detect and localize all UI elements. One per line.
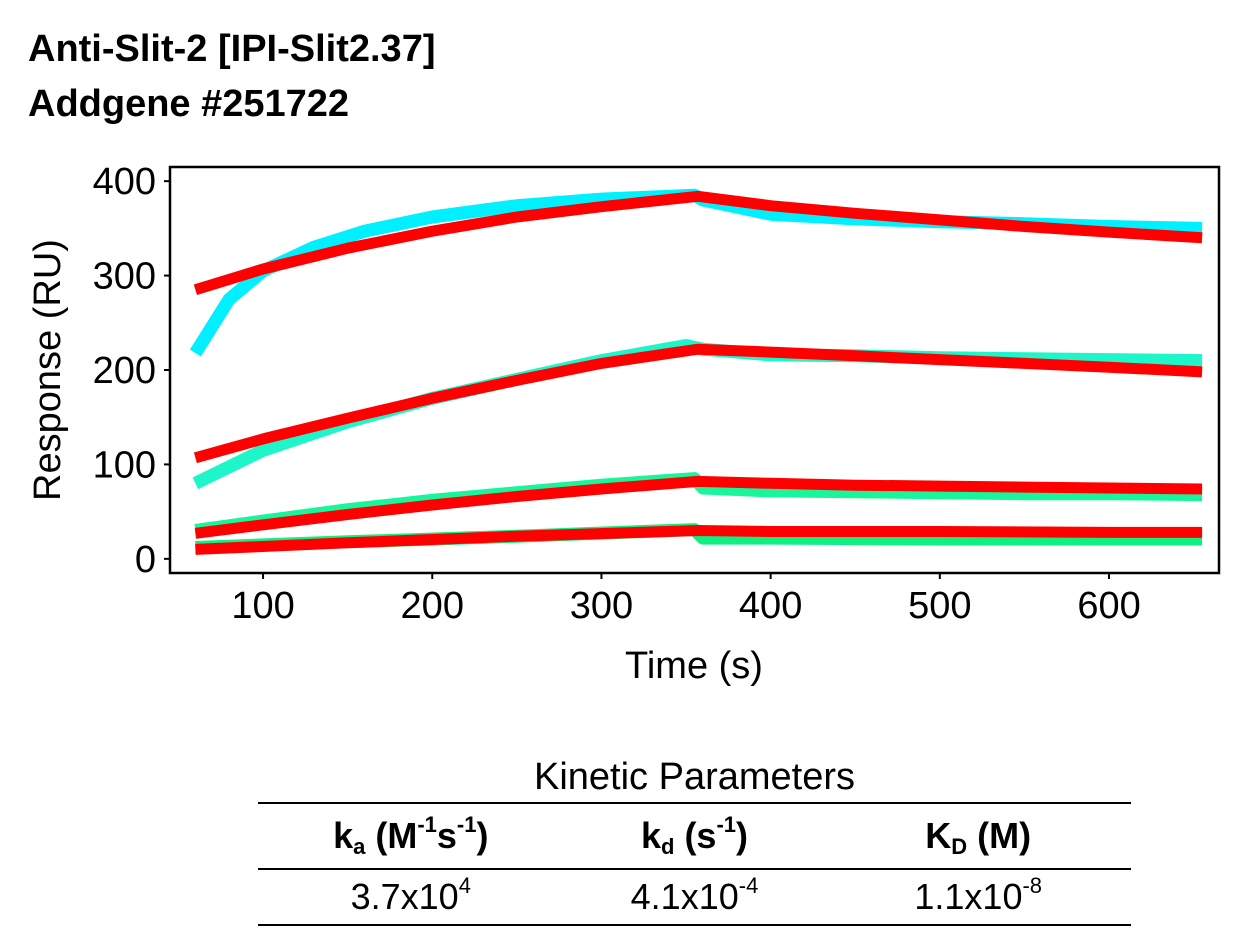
header-subscript: d (660, 834, 675, 859)
series-fit-2 (193, 343, 1203, 464)
header-unit: s (436, 815, 457, 856)
header-superscript: -1 (456, 812, 477, 837)
header-unit: (M (365, 815, 418, 856)
x-axis-ticks: 100 200 300 400 500 600 (231, 573, 1141, 627)
x-axis-label: Time (s) (625, 645, 763, 687)
chart-title-addgene-id: Addgene #251722 (28, 83, 350, 125)
value-exponent: -8 (1022, 873, 1043, 898)
x-tick-label: 300 (570, 585, 633, 627)
value-exponent: 4 (458, 873, 471, 898)
x-tick-label: 200 (401, 585, 464, 627)
header-unit: (M) (967, 815, 1032, 856)
value-ka: 3.7x104 (258, 869, 564, 926)
value-mantissa: 1.1x10 (914, 876, 1023, 917)
y-tick-label: 0 (135, 539, 156, 581)
header-symbol: k (640, 815, 661, 856)
sensorgram-chart: 100 200 300 400 500 600 0 100 200 300 400 Time (s… (27, 161, 1221, 687)
series-fit-4 (195, 525, 1203, 555)
x-tick-label: 400 (739, 585, 802, 627)
header-symbol: k (333, 815, 354, 856)
x-tick-label: 600 (1077, 585, 1140, 627)
y-tick-label: 400 (93, 161, 156, 203)
series-fit-3 (194, 475, 1203, 539)
kinetic-header-row: ka (M-1s-1) kd (s-1) KD (M) (258, 802, 1131, 870)
y-axis-ticks: 0 100 200 300 400 (93, 161, 170, 581)
kinetic-parameters-title: Kinetic Parameters (533, 756, 855, 798)
kinetic-values-row: 3.7x104 4.1x10-4 1.1x10-8 (258, 869, 1131, 926)
value-KD: 1.1x10-8 (825, 869, 1131, 926)
value-kd: 4.1x10-4 (563, 869, 826, 926)
y-axis-label: Response (RU) (27, 239, 69, 501)
x-tick-label: 100 (231, 585, 294, 627)
kinetic-parameters-table: ka (M-1s-1) kd (s-1) KD (M) 3.7x104 4.1x10-… (258, 802, 1131, 926)
header-KD: KD (M) (825, 802, 1131, 870)
value-mantissa: 4.1x10 (630, 876, 739, 917)
header-subscript: D (951, 834, 968, 859)
header-subscript: a (353, 834, 366, 859)
y-tick-label: 300 (93, 256, 156, 298)
header-unit: ) (736, 815, 749, 856)
value-exponent: -4 (738, 873, 759, 898)
series-fit-1 (193, 190, 1203, 295)
y-tick-label: 100 (93, 444, 156, 486)
series-layer (189, 188, 1203, 555)
x-tick-label: 500 (908, 585, 971, 627)
header-superscript: -1 (716, 812, 737, 837)
header-kd: kd (s-1) (563, 802, 826, 870)
series-observed-1 (189, 188, 1203, 357)
kinetic-parameters-panel: Kinetic Parameters ka (M-1s-1) kd (s-1) KD… (258, 752, 1131, 926)
y-tick-label: 200 (93, 350, 156, 392)
header-ka: ka (M-1s-1) (258, 802, 564, 870)
chart-title-antibody: Anti-Slit-2 [IPI-Slit2.37] (28, 28, 436, 70)
header-unit: ) (476, 815, 489, 856)
header-superscript: -1 (417, 812, 437, 837)
header-symbol: K (925, 815, 952, 856)
value-mantissa: 3.7x10 (350, 876, 459, 917)
header-unit: (s (674, 815, 717, 856)
